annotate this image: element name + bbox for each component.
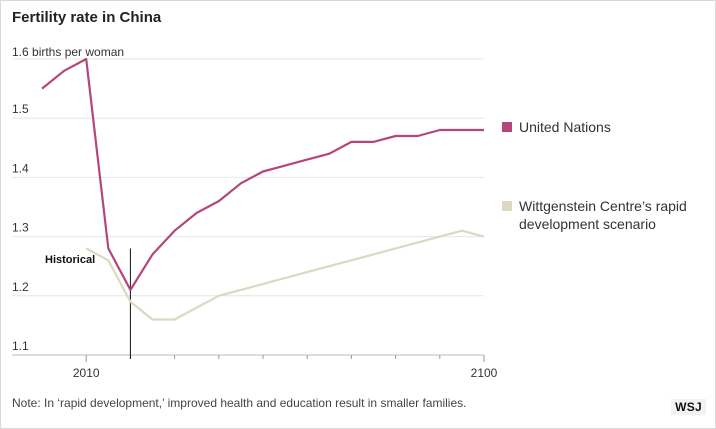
- chart-title: Fertility rate in China: [12, 9, 162, 26]
- chart-note: Note: In ‘rapid development,’ improved h…: [12, 396, 467, 410]
- y-tick-label: 1.3: [12, 221, 29, 235]
- y-tick-label: 1.5: [12, 102, 29, 116]
- x-tick-label: 2100: [471, 366, 498, 380]
- series-line-united-nations: [41, 57, 484, 291]
- legend-swatch-un: [502, 122, 512, 132]
- x-tick-label: 2010: [73, 366, 100, 380]
- y-axis-unit-label: 1.6 births per woman: [12, 45, 125, 59]
- y-tick-label: 1.1: [12, 339, 29, 353]
- legend-item-un: United Nations: [502, 118, 702, 136]
- historical-annotation-label: Historical: [45, 254, 96, 266]
- y-tick-label: 1.2: [12, 280, 29, 294]
- series-line-wittgenstein: [85, 229, 485, 321]
- wsj-logo: WSJ: [671, 399, 706, 415]
- legend-label-un: United Nations: [519, 119, 611, 135]
- legend-swatch-wittgenstein: [502, 201, 512, 211]
- legend-item-wittgenstein: Wittgenstein Centre’s rapid development …: [502, 197, 707, 233]
- legend-label-wittgenstein: Wittgenstein Centre’s rapid development …: [519, 198, 687, 232]
- y-tick-label: 1.4: [12, 161, 29, 175]
